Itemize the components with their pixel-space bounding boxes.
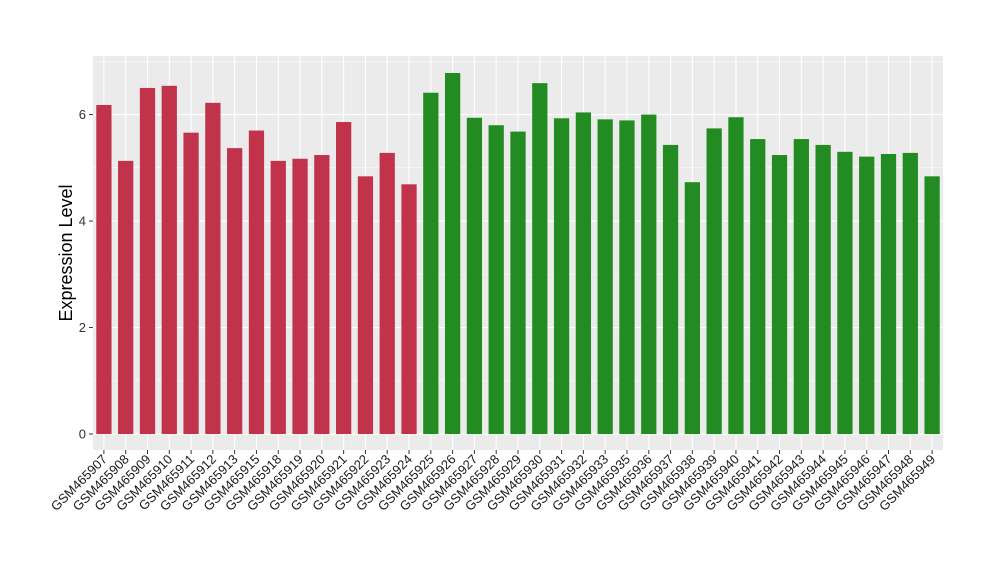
bar-GSM465927 <box>466 117 483 435</box>
y-tick-label: 0 <box>79 427 86 442</box>
bar-GSM465944 <box>815 144 831 435</box>
bar-GSM465913 <box>227 148 243 435</box>
bar-GSM465937 <box>662 144 679 435</box>
bar-GSM465941 <box>750 139 766 435</box>
bar-GSM465908 <box>118 160 134 435</box>
bar-GSM465932 <box>575 112 592 435</box>
bar-GSM465936 <box>641 114 657 435</box>
bar-GSM465915 <box>248 130 265 435</box>
y-tick-label: 6 <box>79 107 86 122</box>
bar-GSM465928 <box>488 125 504 435</box>
bar-GSM465947 <box>880 153 897 435</box>
bar-GSM465943 <box>793 139 809 435</box>
bar-GSM465946 <box>859 156 875 435</box>
y-axis-title: Expression Level <box>56 184 76 321</box>
bar-GSM465918 <box>270 160 286 435</box>
bar-GSM465921 <box>336 122 352 435</box>
bar-GSM465948 <box>902 152 918 435</box>
bar-GSM465926 <box>444 73 461 435</box>
bar-GSM465909 <box>139 87 156 435</box>
bar-GSM465925 <box>423 92 439 435</box>
y-tick-label: 2 <box>79 320 86 335</box>
bar-GSM465949 <box>924 176 940 435</box>
bar-GSM465911 <box>183 132 199 435</box>
x-axis-ticks: GSM465907GSM465908GSM465909GSM465910GSM4… <box>48 450 938 514</box>
bar-GSM465933 <box>597 119 613 435</box>
bar-GSM465938 <box>684 182 700 435</box>
bar-GSM465922 <box>357 176 374 435</box>
y-axis-ticks: 0 2 4 6 <box>79 107 93 442</box>
bar-GSM465942 <box>771 155 788 435</box>
bar-GSM465945 <box>837 151 853 435</box>
bar-GSM465907 <box>96 104 112 435</box>
bar-GSM465940 <box>728 117 744 435</box>
bar-GSM465919 <box>292 158 308 435</box>
bar-GSM465929 <box>510 131 526 435</box>
bars <box>96 73 940 435</box>
bar-GSM465924 <box>401 184 417 435</box>
bar-GSM465939 <box>706 128 722 435</box>
bar-GSM465931 <box>553 118 570 435</box>
bar-GSM465930 <box>532 83 548 435</box>
bar-GSM465910 <box>161 85 177 435</box>
bar-GSM465935 <box>619 120 635 435</box>
bar-GSM465912 <box>205 102 221 435</box>
bar-GSM465923 <box>379 152 395 435</box>
y-tick-label: 4 <box>79 214 86 229</box>
bar-GSM465920 <box>314 155 330 435</box>
